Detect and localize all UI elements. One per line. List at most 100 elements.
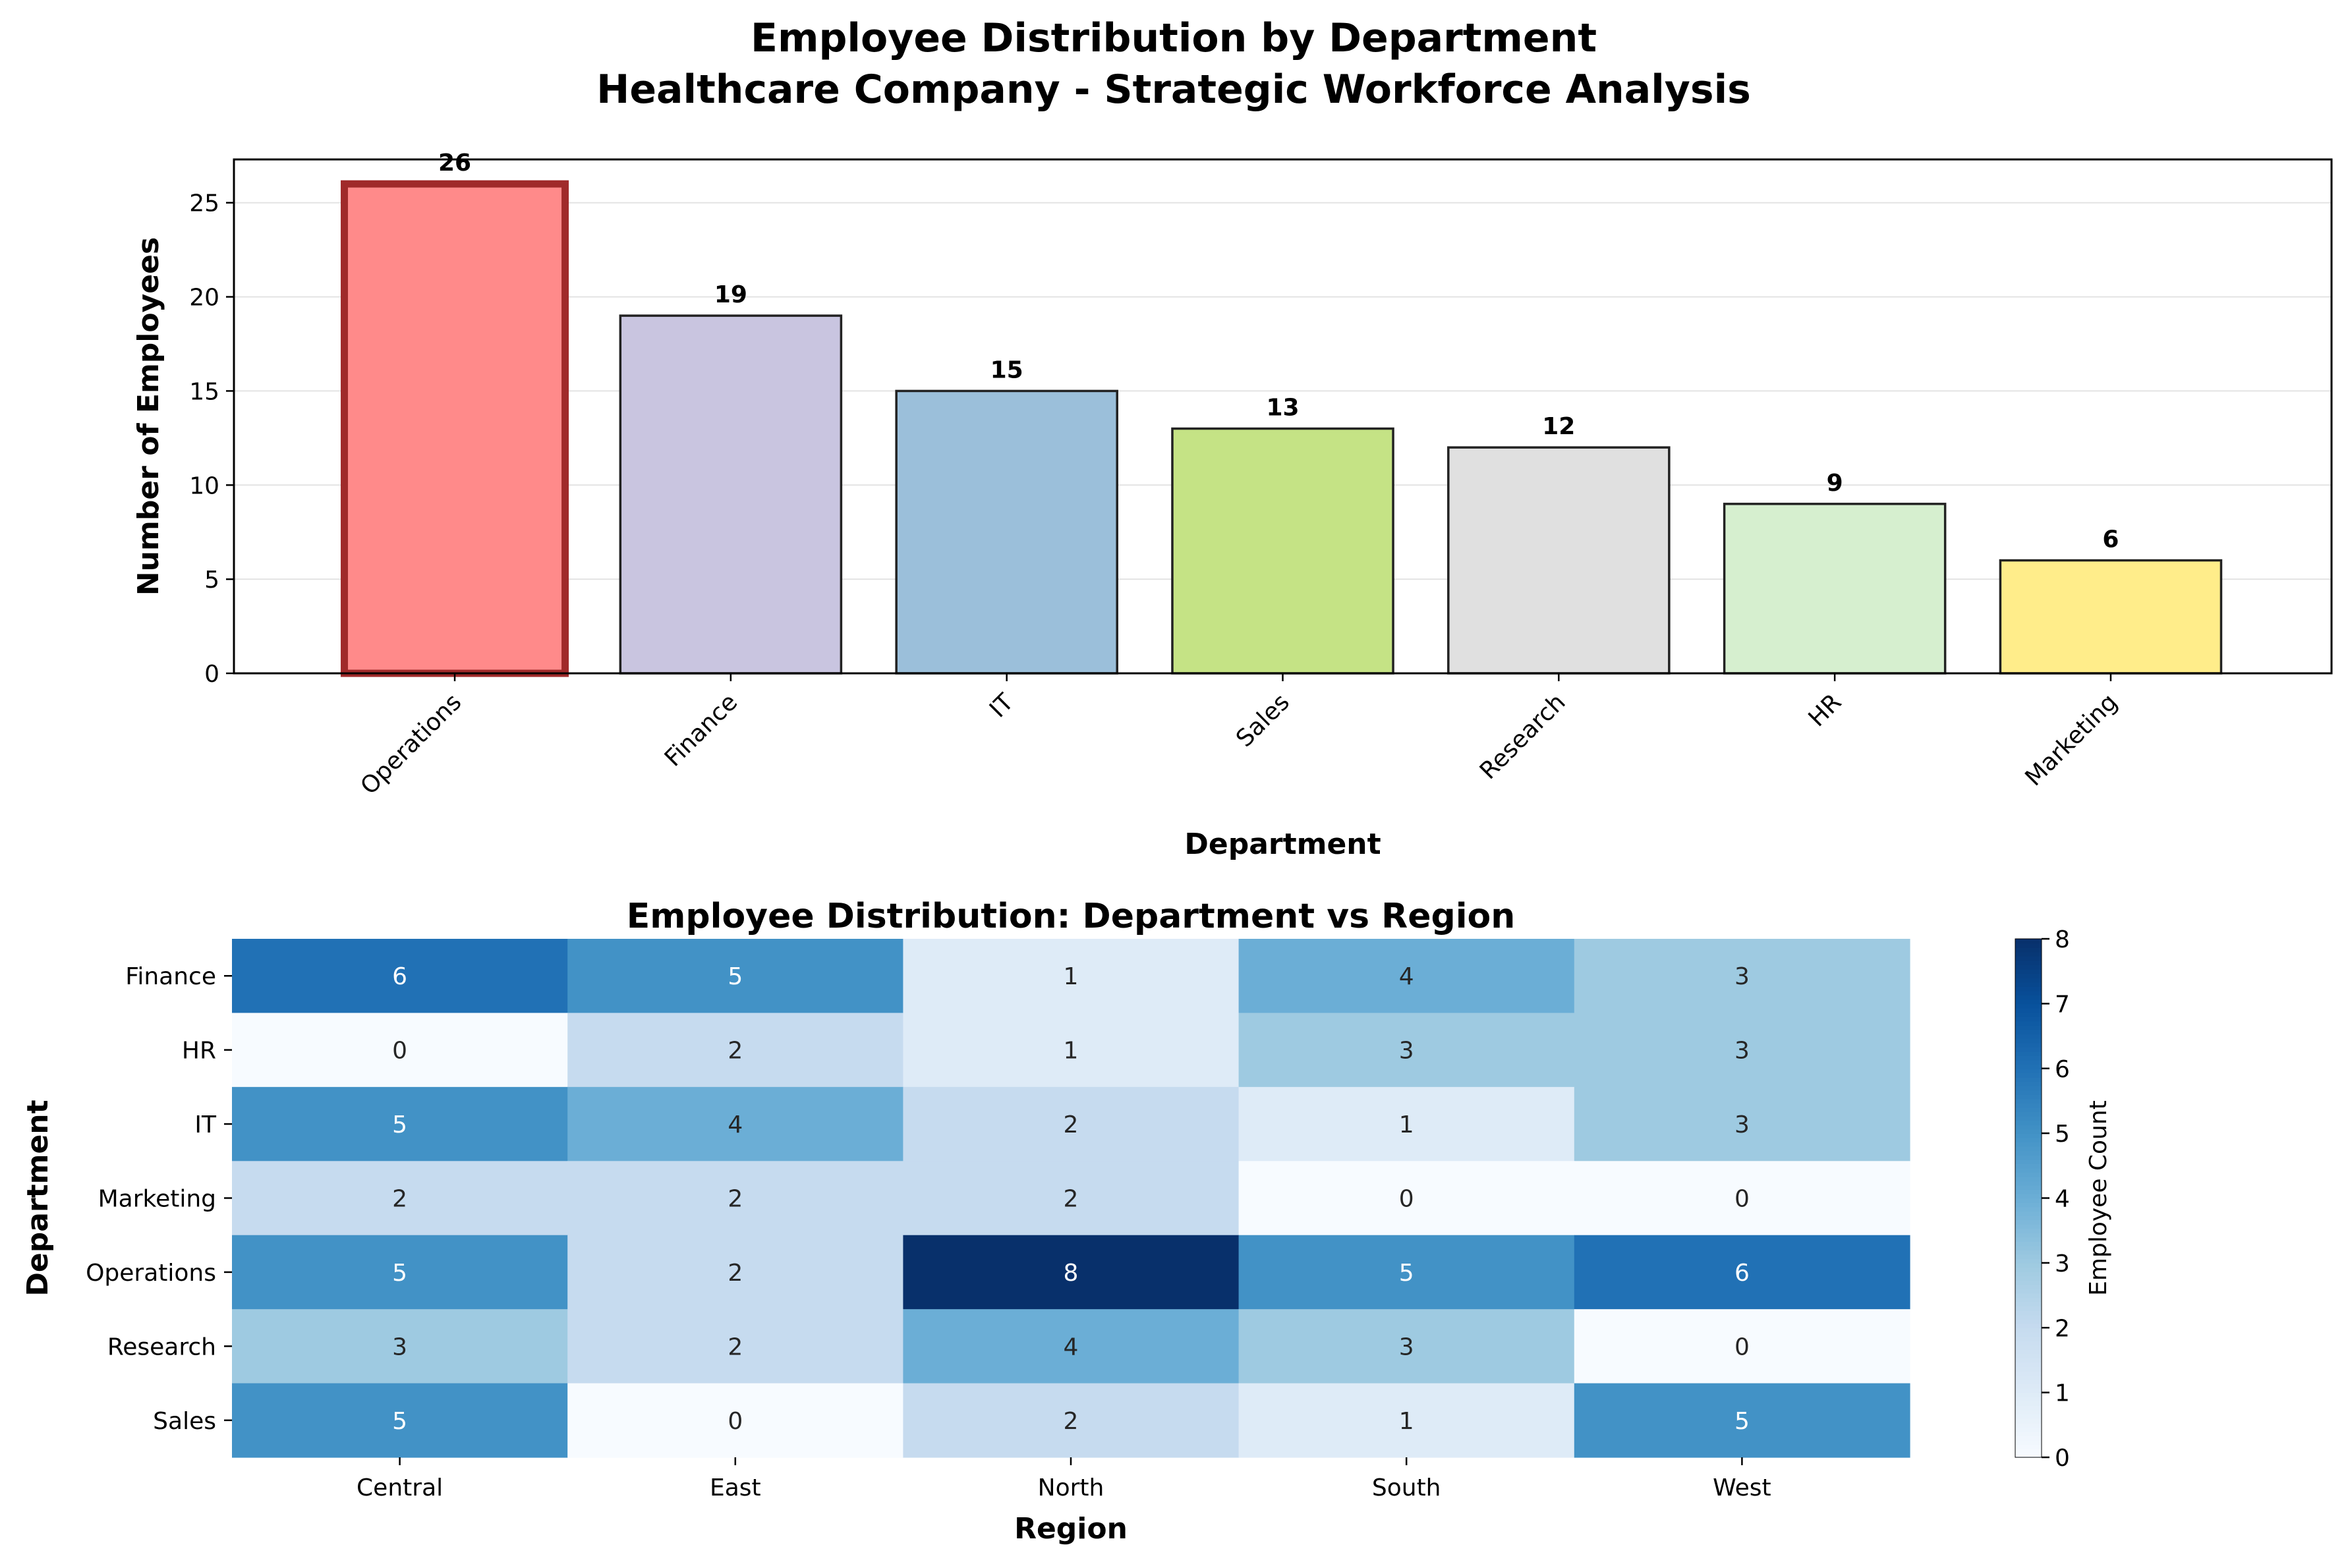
heatmap-cell-value: 2 xyxy=(1064,1408,1079,1435)
colorbar-segment xyxy=(2015,1422,2042,1428)
heatmap-cell-value: 8 xyxy=(1064,1260,1079,1287)
colorbar-segment xyxy=(2015,1232,2042,1238)
heatmap-title: Employee Distribution: Department vs Reg… xyxy=(627,897,1516,936)
colorbar-segment xyxy=(2015,1444,2042,1449)
heatmap-cell xyxy=(1238,1013,1575,1088)
bar-y-tick-label: 15 xyxy=(189,378,219,405)
heatmap-cell-value: 5 xyxy=(392,1111,407,1138)
colorbar-segment xyxy=(2015,1111,2042,1117)
heatmap-cell xyxy=(903,1309,1240,1384)
heatmap-cell xyxy=(567,939,903,1014)
colorbar-tick-label: 6 xyxy=(2055,1056,2070,1083)
colorbar-segment xyxy=(2015,1379,2042,1385)
colorbar-segment xyxy=(2015,965,2042,970)
colorbar-segment xyxy=(2015,1007,2042,1013)
colorbar-segment xyxy=(2015,1436,2042,1441)
heatmap-cell xyxy=(567,1383,903,1458)
heatmap-cell xyxy=(1574,1161,1910,1236)
heatmap-cell xyxy=(232,1161,568,1236)
colorbar-segment xyxy=(2015,1017,2042,1022)
colorbar-segment xyxy=(2015,1025,2042,1030)
colorbar-segment xyxy=(2015,968,2042,974)
colorbar-tick-label: 3 xyxy=(2055,1250,2070,1277)
colorbar-tick-label: 1 xyxy=(2055,1380,2070,1407)
bar-value-label: 15 xyxy=(990,356,1023,383)
heatmap-cell xyxy=(1238,1309,1575,1384)
bar-chart-x-ticks: Operations Finance IT Sales Research HR Market… xyxy=(355,673,2123,800)
heatmap-cell xyxy=(1238,1086,1575,1162)
heatmap-cell-value: 2 xyxy=(728,1333,743,1360)
colorbar-segment xyxy=(2015,1055,2042,1061)
heatmap-cell-value: 2 xyxy=(728,1186,743,1213)
bar-chart-frame xyxy=(233,158,2333,675)
colorbar-segment xyxy=(2015,1388,2042,1393)
heatmap-cell xyxy=(1574,1013,1910,1088)
colorbar-segment xyxy=(2015,1267,2042,1272)
colorbar-segment xyxy=(2015,1219,2042,1225)
colorbar-segment xyxy=(2015,1142,2042,1147)
heatmap-cell xyxy=(1574,1309,1910,1384)
colorbar-segment xyxy=(2015,1293,2042,1299)
colorbar-segment xyxy=(2015,1366,2042,1372)
bar-marketing xyxy=(1999,559,2223,675)
bar-chart-y-ticks: 0 5 10 15 20 25 xyxy=(189,190,234,688)
colorbar-segment xyxy=(2015,951,2042,957)
colorbar-segment xyxy=(2015,1297,2042,1302)
heatmap-cell-value: 1 xyxy=(1064,963,1079,990)
colorbar-segment xyxy=(2015,1189,2042,1194)
heatmap-cell xyxy=(903,1013,1240,1088)
heatmap-cell xyxy=(232,1086,568,1162)
colorbar-tick-label: 4 xyxy=(2055,1186,2070,1213)
bar-x-tick-label: Operations xyxy=(355,688,467,800)
heatmap-x-tick-label: West xyxy=(1713,1474,1771,1501)
heatmap-cell xyxy=(1574,1086,1910,1162)
colorbar-segment xyxy=(2015,1150,2042,1156)
colorbar-tick-label: 0 xyxy=(2055,1445,2070,1472)
colorbar-segment xyxy=(2015,999,2042,1005)
heatmap-cell xyxy=(232,1309,568,1384)
heatmap-cell xyxy=(567,1309,903,1384)
heatmap-cell xyxy=(1574,1235,1910,1310)
colorbar-segment xyxy=(2015,1284,2042,1290)
colorbar-tick-label: 2 xyxy=(2055,1315,2070,1342)
colorbar-segment xyxy=(2015,947,2042,953)
heatmap-cell-value: 2 xyxy=(728,1260,743,1287)
colorbar-segment xyxy=(2015,1133,2042,1138)
bar-x-tick-label: IT xyxy=(985,688,1019,723)
colorbar-segment xyxy=(2015,1146,2042,1152)
heatmap-cell-value: 4 xyxy=(728,1111,743,1138)
colorbar-segment xyxy=(2015,1418,2042,1424)
colorbar-segment xyxy=(2015,1310,2042,1316)
colorbar-segment xyxy=(2015,1137,2042,1143)
colorbar-segment xyxy=(2015,1163,2042,1169)
bar-hr xyxy=(1723,503,1947,675)
colorbar-segment xyxy=(2015,1301,2042,1307)
colorbar-segment xyxy=(2015,1159,2042,1164)
bar-value-label: 19 xyxy=(714,281,747,308)
colorbar-segment xyxy=(2015,1068,2042,1074)
colorbar-segment xyxy=(2015,1306,2042,1311)
heatmap-cell-value: 2 xyxy=(392,1186,407,1213)
heatmap-cell xyxy=(903,1383,1240,1458)
colorbar-segment xyxy=(2015,1051,2042,1056)
colorbar-segment xyxy=(2015,943,2042,948)
colorbar-segment xyxy=(2015,1090,2042,1095)
colorbar-segment xyxy=(2015,1245,2042,1250)
heatmap-cell xyxy=(1238,1161,1575,1236)
colorbar-segment xyxy=(2015,986,2042,992)
heatmap-x-ticks: Central East North South West xyxy=(357,1457,1771,1501)
colorbar-segment xyxy=(2015,1085,2042,1091)
heatmap-cell-values: 6 5 1 4 3 0 2 1 3 3 5 4 2 1 3 2 2 2 0 0 5 2 8 5 6 3 2 4 3 0 5 0 2 1 5 xyxy=(392,963,1750,1435)
heatmap-colorbar-ticks: 0 1 2 3 4 5 6 7 8 xyxy=(2042,926,2070,1472)
colorbar-segment xyxy=(2015,1453,2042,1458)
heatmap-cell xyxy=(232,1383,568,1458)
colorbar-segment xyxy=(2015,1094,2042,1100)
bar-y-tick-label: 20 xyxy=(189,285,219,312)
heatmap-cell-value: 1 xyxy=(1399,1408,1414,1435)
colorbar-segment xyxy=(2015,1107,2042,1113)
heatmap-cell-value: 3 xyxy=(1734,963,1750,990)
heatmap-cell xyxy=(1238,1235,1575,1310)
colorbar-segment xyxy=(2015,1427,2042,1432)
heatmap-cell-value: 0 xyxy=(392,1038,407,1065)
